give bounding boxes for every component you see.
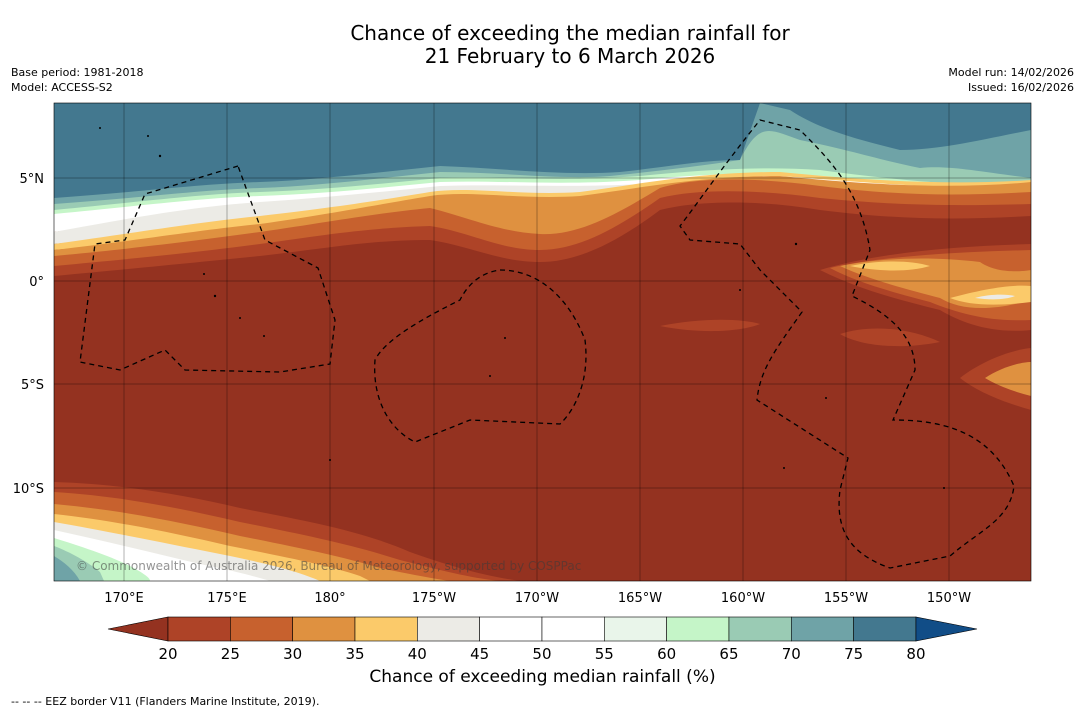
colorbar-extend-high: [915, 616, 978, 642]
colorbar-tick-label: 20: [158, 645, 177, 663]
lat-label: 0°: [29, 275, 44, 290]
meta-left: Base period: 1981-2018 Model: ACCESS-S2: [11, 65, 143, 95]
lon-label: 175°E: [207, 591, 247, 606]
issued-date: Issued: 16/02/2026: [967, 81, 1074, 94]
south-70: [54, 556, 80, 581]
lon-label: 170°W: [515, 591, 559, 606]
meta-right: Model run: 14/02/2026 Issued: 16/02/2026: [948, 65, 1074, 95]
colorbar-segment: [853, 616, 917, 642]
colorbar-segment: [230, 616, 293, 642]
eez-phoenix: [374, 269, 587, 443]
lon-label: 165°W: [618, 591, 662, 606]
colorbar-tick-label: 40: [408, 645, 427, 663]
title-line-2: 21 February to 6 March 2026: [424, 44, 716, 68]
colorbar-segment: [292, 616, 356, 642]
lat-label: 5°S: [21, 378, 44, 393]
colorbar-extend-low: [107, 616, 169, 642]
map-title: Chance of exceeding the median rainfall …: [0, 22, 1085, 68]
colorbar-segment: [167, 616, 231, 642]
colorbar-tick-label: 45: [470, 645, 489, 663]
lon-labels: 170°E 175°E 180° 175°W 170°W 165°W 160°W…: [104, 591, 971, 606]
colorbar-tick-label: 80: [906, 645, 925, 663]
colorbar-segment: [666, 616, 730, 642]
eez-line-islands: [679, 119, 1015, 569]
band-25: [54, 191, 1031, 276]
lon-label: 175°W: [412, 591, 456, 606]
band-45: [54, 177, 1031, 244]
colorbar-tick-label: 55: [595, 645, 614, 663]
colorbar-segment: [790, 616, 854, 642]
colorbar-segment: [417, 616, 480, 642]
mid-patch-25: [660, 319, 940, 347]
colorbar-tick-label: 50: [532, 645, 551, 663]
colorbar-tick-label: 30: [283, 645, 302, 663]
colorbar-tick-label: 25: [221, 645, 240, 663]
colorbar-tick-label: 75: [844, 645, 863, 663]
lon-label: 155°W: [824, 591, 868, 606]
colorbar-tick-label: 65: [719, 645, 738, 663]
colorbar-tick-label: 70: [782, 645, 801, 663]
model-run: Model run: 14/02/2026: [948, 66, 1074, 79]
colorbar-tick-label: 60: [657, 645, 676, 663]
colorbar-segment: [479, 616, 543, 642]
model-name: Model: ACCESS-S2: [11, 81, 113, 94]
lon-label: 170°E: [104, 591, 144, 606]
base-period: Base period: 1981-2018: [11, 66, 144, 79]
eez-kiribati-gilbert: [79, 165, 336, 373]
lon-label: 150°W: [927, 591, 971, 606]
lat-label: 10°S: [13, 482, 44, 497]
islands: [99, 127, 945, 489]
colorbar-label: Chance of exceeding median rainfall (%): [369, 667, 716, 687]
colorbar-segment: [604, 616, 667, 642]
colorbar-segment: [354, 616, 418, 642]
east-lower-35: [985, 362, 1031, 396]
colorbar-segment: [541, 616, 605, 642]
eez-footnote: -- -- -- EEZ border V11 (Flanders Marine…: [11, 695, 320, 708]
colorbar: 20 25 30 35 40 45 50 55 60 65 70 75 80: [107, 616, 978, 663]
map-frame: [53, 102, 1032, 582]
lon-label: 160°W: [721, 591, 765, 606]
rainfall-map-area: [54, 103, 1031, 581]
lat-label: 5°N: [20, 172, 45, 187]
copyright-text: © Commonwealth of Australia 2026, Bureau…: [76, 559, 581, 573]
colorbar-segment: [728, 616, 792, 642]
band-35: [54, 176, 1031, 258]
lon-label: 180°: [314, 591, 345, 606]
east-patch-40: [850, 261, 1031, 305]
lat-labels: 5°N 0° 5°S 10°S: [13, 172, 44, 497]
graticule: [54, 103, 1031, 581]
title-line-1: Chance of exceeding the median rainfall …: [350, 21, 790, 45]
colorbar-tick-label: 35: [345, 645, 364, 663]
eez-borders: [79, 119, 1015, 569]
